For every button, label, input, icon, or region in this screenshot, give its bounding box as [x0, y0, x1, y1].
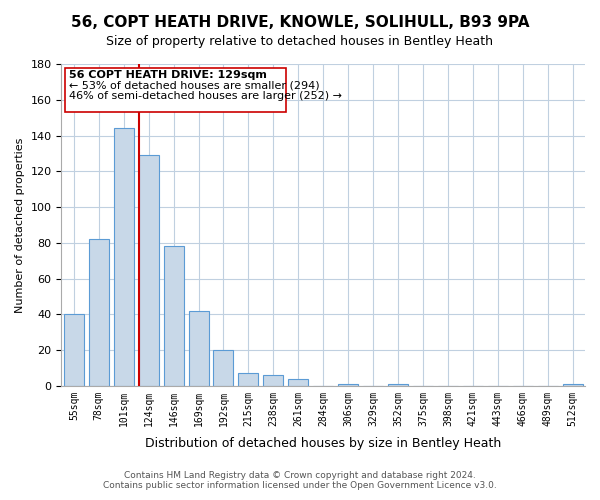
Bar: [89, 239, 109, 386]
Text: Size of property relative to detached houses in Bentley Heath: Size of property relative to detached ho…: [107, 35, 493, 48]
Bar: [64, 314, 84, 386]
Text: 56 COPT HEATH DRIVE: 129sqm: 56 COPT HEATH DRIVE: 129sqm: [69, 70, 267, 81]
Text: 46% of semi-detached houses are larger (252) →: 46% of semi-detached houses are larger (…: [69, 91, 342, 101]
Text: Contains HM Land Registry data © Crown copyright and database right 2024.
Contai: Contains HM Land Registry data © Crown c…: [103, 470, 497, 490]
FancyBboxPatch shape: [65, 68, 286, 112]
Bar: [214, 350, 233, 386]
Bar: [238, 374, 259, 386]
Bar: [164, 246, 184, 386]
Bar: [388, 384, 408, 386]
Bar: [338, 384, 358, 386]
X-axis label: Distribution of detached houses by size in Bentley Heath: Distribution of detached houses by size …: [145, 437, 502, 450]
Bar: [263, 375, 283, 386]
Text: ← 53% of detached houses are smaller (294): ← 53% of detached houses are smaller (29…: [69, 80, 320, 90]
Y-axis label: Number of detached properties: Number of detached properties: [15, 137, 25, 312]
Bar: [114, 128, 134, 386]
Bar: [188, 310, 209, 386]
Bar: [288, 378, 308, 386]
Bar: [563, 384, 583, 386]
Text: 56, COPT HEATH DRIVE, KNOWLE, SOLIHULL, B93 9PA: 56, COPT HEATH DRIVE, KNOWLE, SOLIHULL, …: [71, 15, 529, 30]
Bar: [139, 155, 158, 386]
